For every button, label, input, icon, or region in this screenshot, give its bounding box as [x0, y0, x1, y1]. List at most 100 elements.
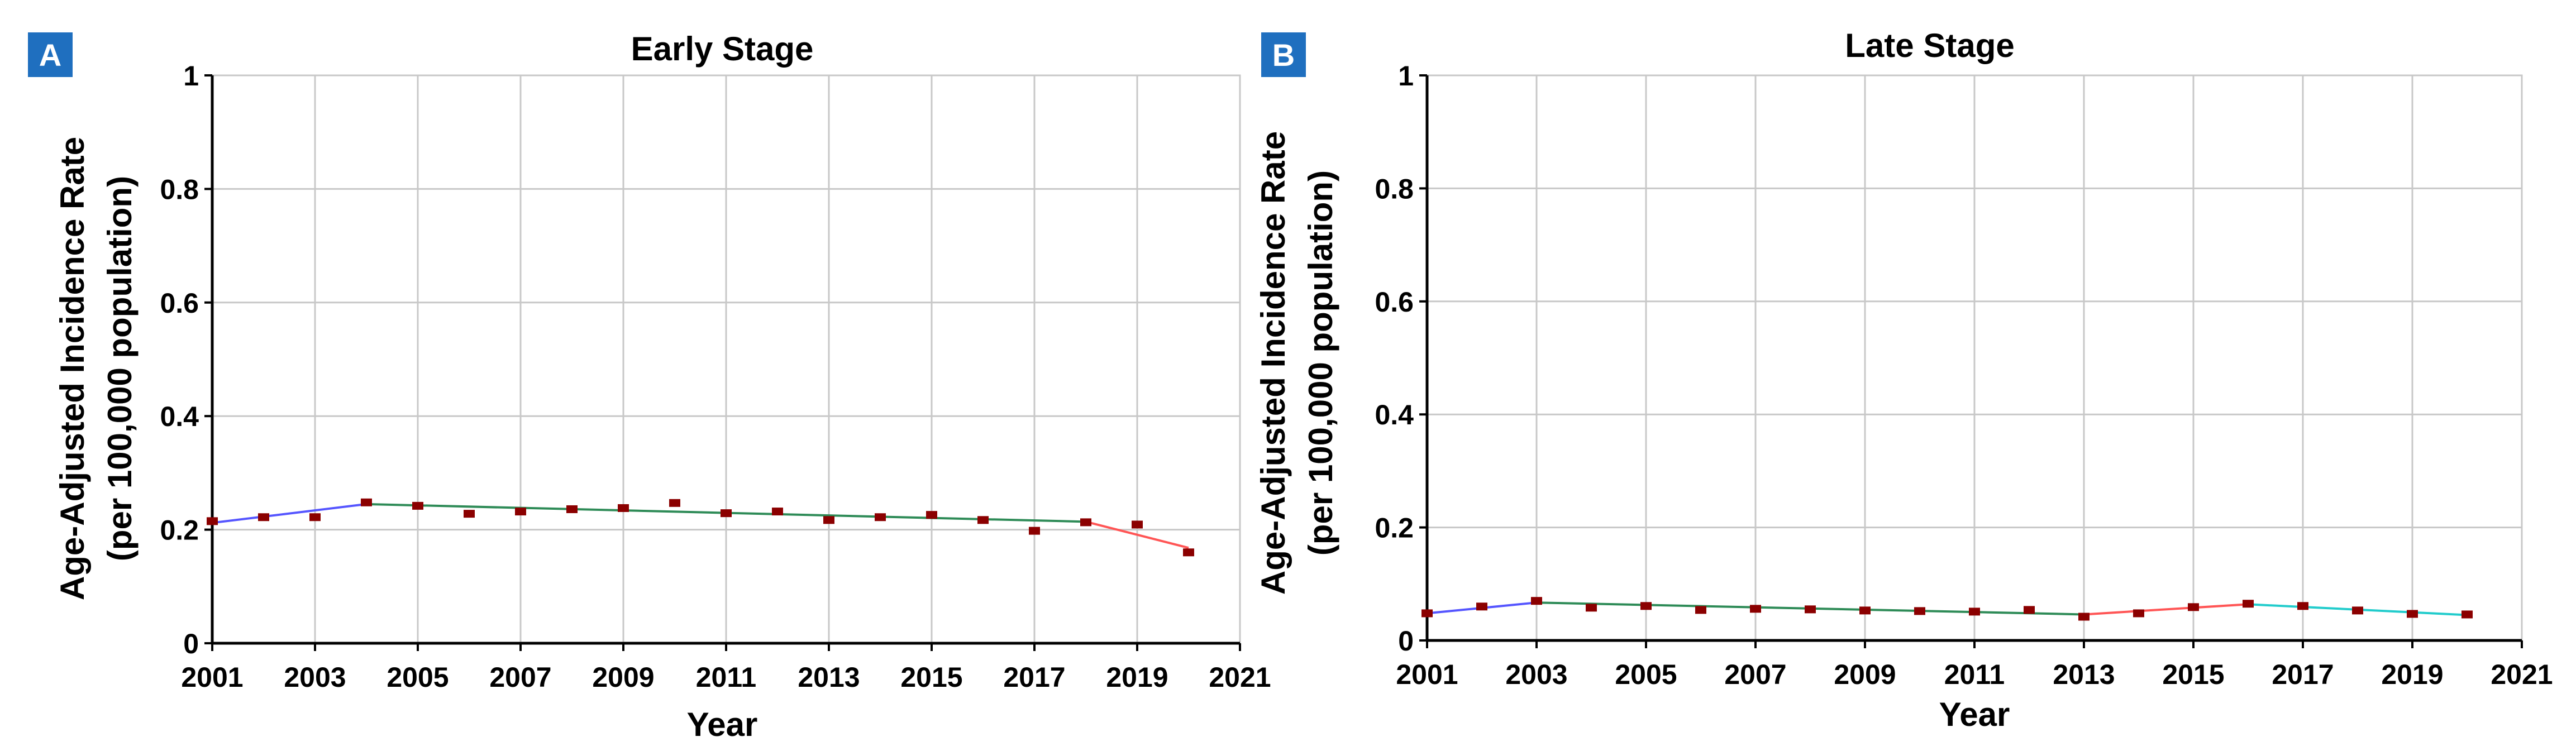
- data-point-2017: [2297, 602, 2308, 610]
- grid-lines: [1426, 74, 2523, 642]
- fitted-segment-3: [2083, 603, 2249, 616]
- y-tick-label-0.4: 0.4: [1375, 399, 1414, 430]
- fitted-segment-3: [1085, 520, 1189, 549]
- x-tick-label-2007: 2007: [489, 662, 551, 693]
- panel-label-a: A: [39, 37, 61, 73]
- data-point-2003: [309, 513, 321, 522]
- x-tick-label-2013: 2013: [2053, 659, 2115, 690]
- y-tick-label-0.6: 0.6: [160, 288, 199, 319]
- x-tick-label-2011: 2011: [1944, 659, 2005, 690]
- x-tick-label-2003: 2003: [1505, 659, 1567, 690]
- y-axis-label-line1: Age-Adjusted Incidence Rate: [1254, 131, 1292, 595]
- y-tick-label-0: 0: [183, 628, 199, 659]
- y-tick-label-1: 1: [183, 60, 199, 92]
- data-point-2005: [412, 501, 423, 510]
- data-point-2020: [2461, 610, 2473, 619]
- data-point-2001: [207, 517, 218, 525]
- x-tick-label-2001: 2001: [1396, 659, 1458, 690]
- y-tick-label-0.4: 0.4: [160, 401, 199, 432]
- data-point-2020: [1183, 548, 1194, 557]
- data-point-2018: [2352, 606, 2363, 615]
- data-point-2019: [2407, 610, 2418, 618]
- y-tick-label-0.2: 0.2: [160, 515, 199, 546]
- x-tick-label-2011: 2011: [696, 662, 756, 693]
- panel-badge-b: [1261, 32, 1306, 77]
- chart-title-late-stage: Late Stage: [1845, 27, 2014, 64]
- data-point-2008: [566, 505, 578, 513]
- data-point-2001: [1421, 609, 1433, 618]
- data-point-2010: [669, 499, 680, 507]
- x-tick-label-2021: 2021: [2491, 659, 2553, 690]
- panel-label-b: B: [1272, 37, 1295, 73]
- x-tick-label-2001: 2001: [181, 662, 243, 693]
- data-point-2009: [1859, 606, 1871, 615]
- panel-early-stage: A Early Stage 2001 2003 2005 2007 2009 2011 20…: [28, 30, 1271, 743]
- data-point-2007: [1750, 605, 1761, 613]
- data-point-2016: [977, 516, 989, 524]
- data-point-2015: [2188, 603, 2199, 611]
- x-tick-label-2003: 2003: [284, 662, 346, 693]
- data-point-2009: [618, 504, 629, 512]
- data-point-2006: [464, 510, 475, 518]
- fitted-trend-lines: [1427, 601, 2468, 616]
- chart-title-early-stage: Early Stage: [631, 30, 814, 68]
- y-tick-label-0.2: 0.2: [1375, 513, 1414, 544]
- y-tick-label-0.8: 0.8: [160, 174, 199, 205]
- data-point-2012: [772, 508, 783, 516]
- y-axis-label-line2: (per 100,000 population): [1302, 170, 1339, 556]
- data-point-2007: [515, 508, 526, 516]
- x-tick-label-2013: 2013: [798, 662, 860, 693]
- panel-badge-a: [28, 32, 73, 77]
- data-point-2015: [926, 511, 937, 519]
- panel-late-stage: B Late Stage 2001 2003 2005 2007 2009 2011 201…: [1254, 27, 2553, 733]
- x-tick-label-2019: 2019: [2381, 659, 2443, 690]
- tick-labels: 2001 2003 2005 2007 2009 2011 2013 2015 2017 2019…: [1375, 60, 2553, 690]
- axes: [204, 74, 1241, 651]
- data-point-2018: [1080, 518, 1091, 527]
- y-tick-label-0.8: 0.8: [1375, 173, 1414, 204]
- x-axis-label: Year: [687, 706, 758, 743]
- y-axis-label-line2: (per 100,000 population): [101, 176, 139, 561]
- data-point-2005: [1640, 602, 1652, 610]
- data-point-2013: [823, 516, 834, 524]
- x-tick-label-2021: 2021: [1209, 662, 1271, 693]
- y-axis-label-line1: Age-Adjusted Incidence Rate: [54, 137, 91, 600]
- data-point-2011: [721, 509, 732, 518]
- y-tick-label-0: 0: [1398, 625, 1414, 657]
- data-point-2019: [1132, 520, 1143, 529]
- data-point-2004: [1586, 604, 1597, 612]
- x-tick-label-2017: 2017: [2272, 659, 2334, 690]
- x-tick-label-2019: 2019: [1106, 662, 1168, 693]
- data-point-2016: [2243, 600, 2254, 608]
- observed-markers: [1421, 597, 2473, 621]
- data-point-2012: [2024, 606, 2035, 614]
- data-point-2006: [1695, 606, 1706, 614]
- x-tick-label-2009: 2009: [1834, 659, 1896, 690]
- observed-markers: [207, 498, 1194, 557]
- x-tick-label-2007: 2007: [1724, 659, 1786, 690]
- fitted-trend-lines: [212, 503, 1189, 549]
- tick-labels: 2001 2003 2005 2007 2009 2011 2013 2015 2017 2019…: [160, 60, 1271, 693]
- axes: [1419, 74, 2523, 648]
- data-point-2013: [2078, 613, 2090, 621]
- data-point-2017: [1029, 527, 1040, 535]
- data-point-2002: [1476, 602, 1487, 611]
- data-point-2014: [875, 513, 886, 522]
- y-tick-label-1: 1: [1398, 60, 1414, 92]
- x-tick-label-2005: 2005: [387, 662, 449, 693]
- y-tick-label-0.6: 0.6: [1375, 286, 1414, 318]
- fitted-segment-1: [212, 503, 367, 524]
- data-point-2014: [2133, 609, 2144, 618]
- x-tick-label-2015: 2015: [900, 662, 962, 693]
- x-tick-label-2015: 2015: [2162, 659, 2224, 690]
- x-tick-label-2009: 2009: [592, 662, 654, 693]
- data-point-2008: [1805, 605, 1816, 614]
- grid-lines: [211, 74, 1241, 644]
- data-point-2002: [258, 513, 269, 522]
- data-point-2011: [1969, 608, 1980, 616]
- data-point-2010: [1914, 607, 1925, 615]
- x-tick-label-2005: 2005: [1615, 659, 1677, 690]
- data-point-2004: [361, 498, 372, 506]
- data-point-2003: [1531, 597, 1542, 605]
